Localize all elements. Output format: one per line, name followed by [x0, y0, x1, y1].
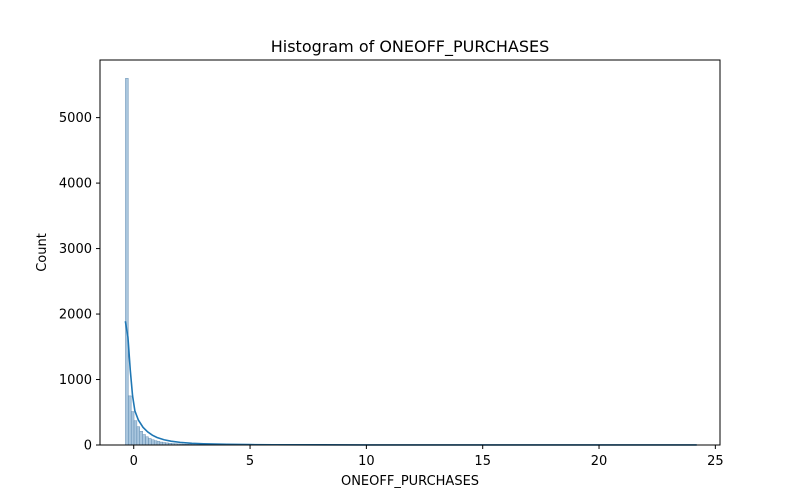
y-tick-label: 5000: [59, 111, 92, 126]
histogram-bar: [154, 441, 157, 445]
y-tick-label: 3000: [59, 242, 92, 257]
chart-title: Histogram of ONEOFF_PURCHASES: [271, 37, 550, 57]
histogram-bar: [140, 431, 143, 445]
histogram-bar: [125, 78, 128, 445]
histogram-bar: [137, 427, 140, 445]
x-tick-label: 10: [358, 454, 375, 469]
x-tick-label: 5: [246, 454, 254, 469]
histogram-bar: [157, 441, 160, 445]
x-axis-label: ONEOFF_PURCHASES: [341, 474, 479, 489]
y-tick-label: 0: [84, 439, 92, 454]
histogram-bar: [146, 437, 149, 445]
y-tick-label: 1000: [59, 373, 92, 388]
y-tick-label: 4000: [59, 177, 92, 192]
histogram-bar: [151, 440, 154, 445]
histogram-bar: [143, 435, 146, 445]
x-tick-label: 20: [591, 454, 608, 469]
x-tick-label: 0: [130, 454, 138, 469]
histogram-bar: [148, 438, 151, 445]
histogram-bar: [131, 412, 134, 445]
histogram-bar: [134, 421, 137, 445]
x-tick-label: 15: [474, 454, 491, 469]
x-tick-label: 25: [707, 454, 724, 469]
y-axis-label: Count: [35, 233, 50, 272]
histogram-bar: [128, 396, 131, 445]
y-tick-label: 2000: [59, 308, 92, 323]
